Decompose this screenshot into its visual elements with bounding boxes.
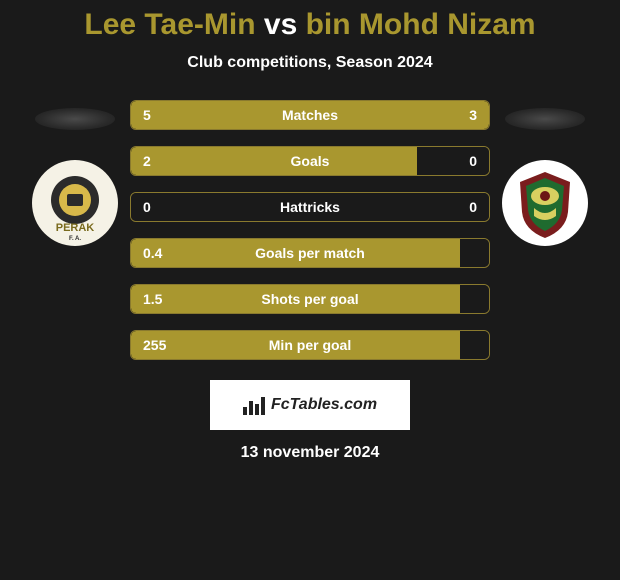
stat-value-right: 3: [469, 107, 477, 123]
team2-column: [490, 100, 600, 246]
team1-column: PERAK F. A.: [20, 100, 130, 246]
player1-name: Lee Tae-Min: [84, 8, 255, 41]
stat-label: Goals per match: [255, 245, 365, 261]
player2-silhouette: [505, 108, 585, 130]
svg-text:F. A.: F. A.: [69, 236, 81, 242]
stat-value-left: 2: [143, 153, 151, 169]
stat-value-left: 255: [143, 337, 166, 353]
comparison-area: PERAK F. A. 53Matches20Goals00Hattricks0…: [0, 100, 620, 360]
date-text: 13 november 2024: [0, 444, 620, 462]
svg-text:PERAK: PERAK: [56, 222, 95, 234]
stat-row: 2 0 Goals: [130, 146, 490, 176]
player2-name: bin Mohd Nizam: [306, 8, 536, 41]
bar-fill-left: [131, 147, 417, 175]
subtitle: Club competitions, Season 2024: [0, 54, 620, 72]
stat-row: 255 Min per goal: [130, 330, 490, 360]
brand-box[interactable]: FcTables.com: [210, 380, 410, 430]
comparison-title: Lee Tae-Min vs bin Mohd Nizam: [0, 8, 620, 42]
player1-silhouette: [35, 108, 115, 130]
stat-value-left: 0: [143, 199, 151, 215]
stat-row: 5 3 Matches: [130, 100, 490, 130]
stat-bars: 5 3 Matches 2 0 Goals 0 0 Hattricks 0.4 Goals per …: [130, 100, 490, 360]
stat-label: Min per goal: [269, 337, 351, 353]
stat-value-right: 0: [469, 199, 477, 215]
brand-text: FcTables.com: [271, 396, 377, 414]
stat-value-left: 0.4: [143, 245, 162, 261]
stat-label: Matches: [282, 107, 338, 123]
bar-chart-icon: [243, 395, 265, 415]
stat-value-right: 0: [469, 153, 477, 169]
team2-badge: [502, 160, 588, 246]
stat-label: Shots per goal: [261, 291, 358, 307]
stat-row: 0.4 Goals per match: [130, 238, 490, 268]
stat-row: 1.5 Shots per goal: [130, 284, 490, 314]
stat-value-left: 1.5: [143, 291, 162, 307]
stat-label: Goals: [291, 153, 330, 169]
vs-separator: vs: [264, 8, 297, 41]
team1-badge: PERAK F. A.: [32, 160, 118, 246]
stat-row: 0 0 Hattricks: [130, 192, 490, 222]
stat-label: Hattricks: [280, 199, 340, 215]
stat-value-left: 5: [143, 107, 151, 123]
